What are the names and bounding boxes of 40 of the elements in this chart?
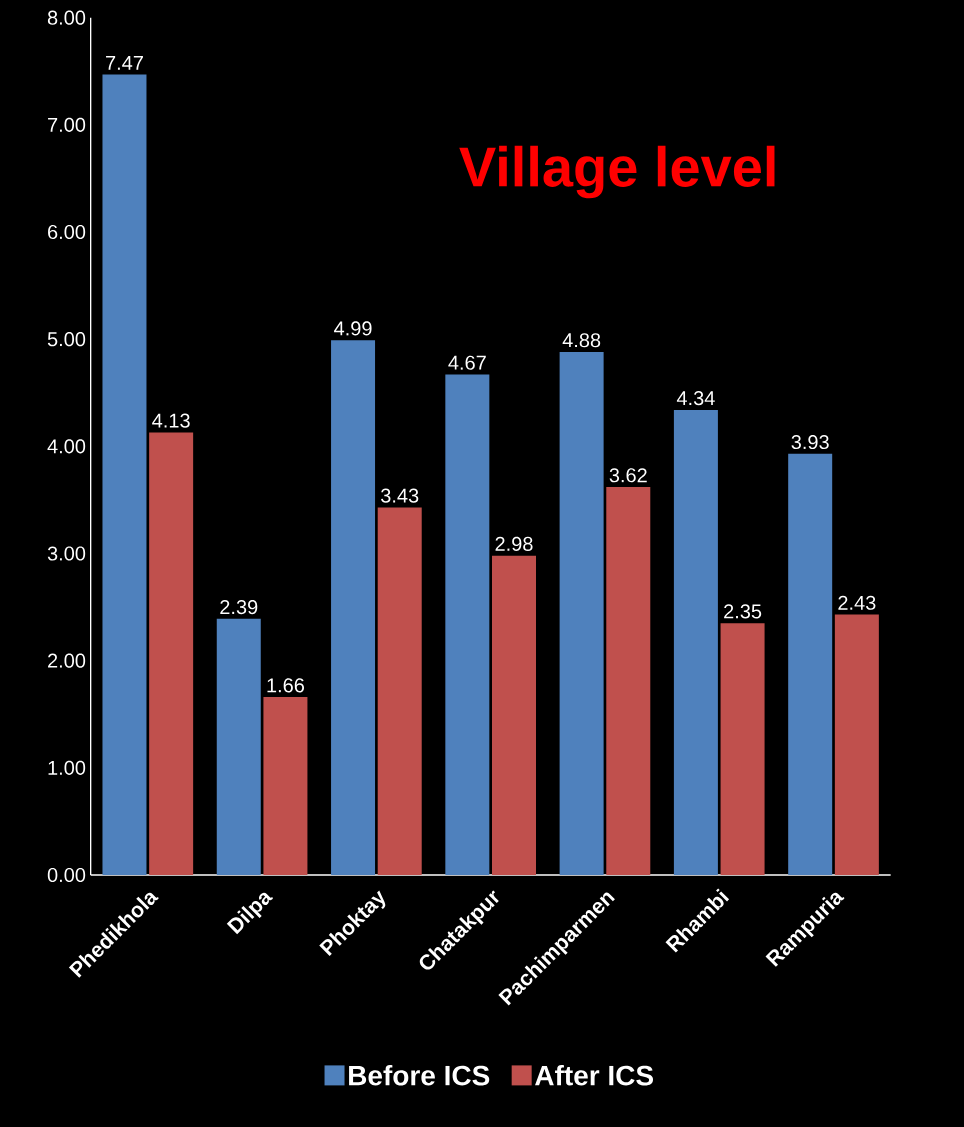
data-label: 3.43 <box>381 488 419 503</box>
legend-label: Before ICS <box>349 1064 490 1086</box>
data-label: 1.66 <box>267 678 305 693</box>
y-tick-label: 3.00 <box>47 546 86 561</box>
data-label: 3.93 <box>791 434 829 450</box>
bar <box>720 623 765 875</box>
data-label: 2.39 <box>220 599 258 615</box>
y-tick-label: 0.00 <box>47 867 86 883</box>
bar <box>331 340 376 875</box>
data-label: 7.47 <box>106 55 143 70</box>
y-tick-label: 1.00 <box>48 760 86 775</box>
bar <box>445 374 490 875</box>
y-tick-label: 4.00 <box>47 439 86 454</box>
y-tick-label: 2.00 <box>48 653 86 668</box>
bar <box>559 352 604 875</box>
bar <box>149 432 194 875</box>
bar <box>606 487 651 875</box>
text: Village level <box>459 145 775 199</box>
data-label: 4.34 <box>676 391 715 406</box>
data-label: 4.88 <box>562 333 601 348</box>
data-label: 2.98 <box>495 536 533 551</box>
y-tick-label: 7.00 <box>48 117 86 132</box>
bar <box>673 409 718 875</box>
legend-label: After ICS <box>535 1064 654 1086</box>
data-label: 2.35 <box>724 604 762 619</box>
bar <box>377 507 422 875</box>
bar <box>834 614 879 875</box>
data-label: 4.99 <box>334 321 372 336</box>
bar <box>492 555 536 875</box>
bar <box>102 74 147 875</box>
y-tick-label: 6.00 <box>48 224 86 240</box>
y-tick-label: 8.00 <box>47 10 86 25</box>
bar <box>216 618 261 875</box>
bar <box>263 697 308 875</box>
y-tick-label: 5.00 <box>47 332 86 347</box>
data-label: 4.67 <box>448 355 486 370</box>
data-label: 3.62 <box>609 468 647 483</box>
bar <box>788 453 833 875</box>
data-label: 4.13 <box>152 413 190 428</box>
data-label: 2.43 <box>838 595 876 610</box>
